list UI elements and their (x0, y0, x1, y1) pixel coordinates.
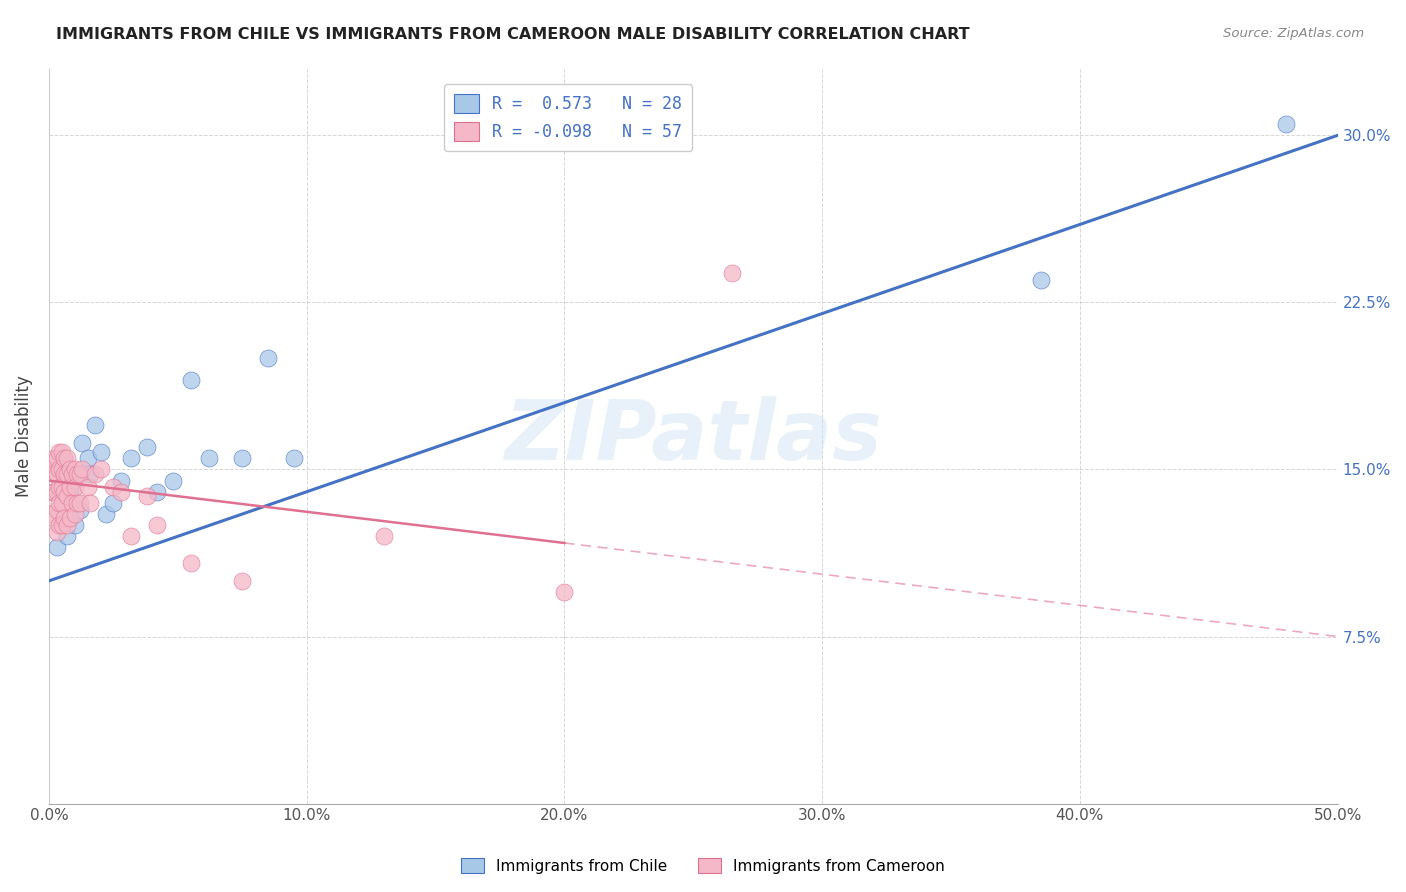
Point (135, 489, 157, 503)
Legend: R =  0.573   N = 28, R = -0.098   N = 57: R = 0.573 N = 28, R = -0.098 N = 57 (444, 84, 692, 151)
Point (110, 474, 132, 488)
Point (63, 518, 86, 533)
Point (283, 451, 305, 466)
Point (56, 467, 79, 481)
Point (58, 480, 80, 494)
Point (63, 480, 86, 494)
Point (53, 451, 76, 466)
Point (76, 480, 98, 494)
Point (51, 518, 73, 533)
Point (89, 462, 111, 476)
Point (72, 462, 94, 476)
Point (231, 451, 253, 466)
Text: IMMIGRANTS FROM CHILE VS IMMIGRANTS FROM CAMEROON MALE DISABILITY CORRELATION CH: IMMIGRANTS FROM CHILE VS IMMIGRANTS FROM… (56, 27, 970, 42)
Point (45, 502, 67, 516)
Legend: Immigrants from Chile, Immigrants from Cameroon: Immigrants from Chile, Immigrants from C… (456, 852, 950, 880)
Point (69, 496, 91, 510)
Point (89, 444, 111, 458)
Point (53, 451, 76, 466)
Point (51, 462, 73, 476)
Point (257, 351, 280, 365)
Point (103, 496, 125, 510)
Point (45, 484, 67, 499)
Point (63, 507, 86, 521)
Point (110, 484, 132, 499)
Point (66, 467, 89, 481)
Point (69, 502, 91, 516)
Point (60, 467, 83, 481)
Point (56, 489, 79, 503)
Point (48, 518, 70, 533)
Point (41, 507, 63, 521)
Point (56, 518, 79, 533)
Point (41, 462, 63, 476)
Point (79, 467, 101, 481)
Point (1275, 117, 1298, 131)
Point (84, 467, 107, 481)
Point (66, 467, 89, 481)
Point (42, 511, 65, 525)
Point (48, 462, 70, 476)
Point (42, 484, 65, 499)
Point (76, 451, 98, 466)
Point (51, 480, 73, 494)
Text: Source: ZipAtlas.com: Source: ZipAtlas.com (1223, 27, 1364, 40)
Point (56, 529, 79, 543)
Point (94, 507, 117, 521)
Point (53, 484, 76, 499)
Point (231, 574, 253, 588)
Point (45, 467, 67, 481)
Point (120, 451, 142, 466)
Point (60, 496, 83, 510)
Point (721, 267, 744, 281)
Point (135, 440, 157, 454)
Point (42, 467, 65, 481)
Point (197, 451, 219, 466)
Point (48, 496, 70, 510)
Point (51, 496, 73, 510)
Point (58, 462, 80, 476)
Point (120, 529, 142, 543)
Point (42, 451, 65, 466)
Point (373, 529, 395, 543)
Point (69, 467, 91, 481)
Point (45, 524, 67, 539)
Point (84, 417, 107, 432)
Point (1031, 273, 1053, 287)
Point (63, 462, 86, 476)
Point (79, 496, 101, 510)
Text: ZIPatlas: ZIPatlas (505, 395, 882, 476)
Point (41, 484, 63, 499)
Point (56, 451, 79, 466)
Point (66, 496, 89, 510)
Point (60, 474, 83, 488)
Point (146, 484, 169, 499)
Point (53, 467, 76, 481)
Point (48, 444, 70, 458)
Point (162, 474, 184, 488)
Point (553, 585, 575, 599)
Point (103, 480, 125, 494)
Point (51, 444, 73, 458)
Y-axis label: Male Disability: Male Disability (15, 376, 32, 497)
Point (45, 541, 67, 555)
Point (51, 462, 73, 476)
Point (53, 511, 76, 525)
Point (180, 556, 202, 570)
Point (180, 373, 202, 387)
Point (58, 484, 80, 499)
Point (48, 480, 70, 494)
Point (45, 451, 67, 466)
Point (58, 511, 80, 525)
Point (146, 518, 169, 533)
Point (72, 435, 94, 450)
